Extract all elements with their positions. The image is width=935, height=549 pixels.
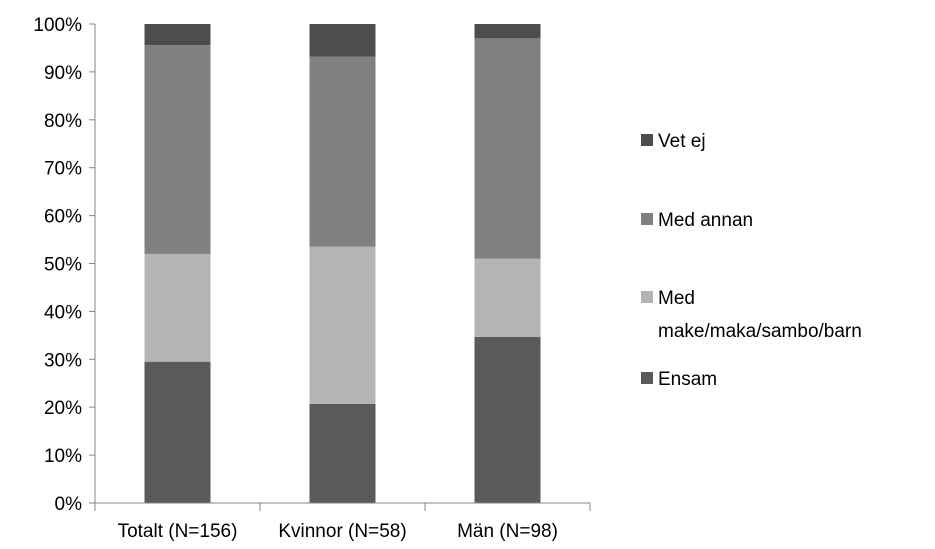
bar-segment-med-annan-1 [144,45,211,254]
y-tick-label: 50% [44,255,82,276]
y-tick-label: 10% [44,446,82,467]
legend: Vet ej Med annan Med make/maka/sambo/barn En… [641,131,862,390]
y-tick-label: 0% [55,494,83,515]
bar-segment-vet-ej-2 [309,24,376,57]
bar-segment-ensam-3 [474,336,541,503]
bar-segment-med-annan-2 [309,56,376,247]
y-tick-label: 100% [33,15,82,36]
legend-label: Med [658,288,695,309]
y-tick-label: 70% [44,159,82,180]
plot-area [144,24,541,503]
bar-segment-ensam-2 [309,403,376,503]
bar-segment-med-make-maka-sambo-barn-2 [309,246,376,404]
x-tick-label: Män (N=98) [457,521,558,542]
bar-segment-med-annan-3 [474,38,541,259]
legend-label: Vet ej [658,131,706,152]
x-tick-label: Totalt (N=156) [118,521,238,542]
legend-label: Med annan [658,210,753,231]
bar-segment-vet-ej-3 [474,24,541,39]
y-tick-label: 30% [44,350,82,371]
bar-segment-vet-ej-1 [144,24,211,46]
bar-segment-ensam-1 [144,361,211,503]
legend-swatch [641,134,653,146]
y-tick-label: 90% [44,63,82,84]
legend-swatch [641,372,653,384]
y-tick-label: 80% [44,111,82,132]
x-axis: Totalt (N=156) Kvinnor (N=58) Män (N=98) [94,502,591,542]
bar-segment-med-make-maka-sambo-barn-1 [144,253,211,362]
y-tick-label: 20% [44,398,82,419]
legend-swatch [641,291,653,303]
legend-label: make/maka/sambo/barn [658,321,862,342]
legend-label: Ensam [658,369,717,390]
legend-swatch [641,213,653,225]
x-tick-label: Kvinnor (N=58) [278,521,406,542]
y-tick-label: 60% [44,207,82,228]
bar-segment-med-make-maka-sambo-barn-3 [474,258,541,337]
y-tick-label: 40% [44,302,82,323]
y-axis: 0% 10% 20% 30% 40% 50% 60% 70% 80% 90% 100% [33,15,96,515]
